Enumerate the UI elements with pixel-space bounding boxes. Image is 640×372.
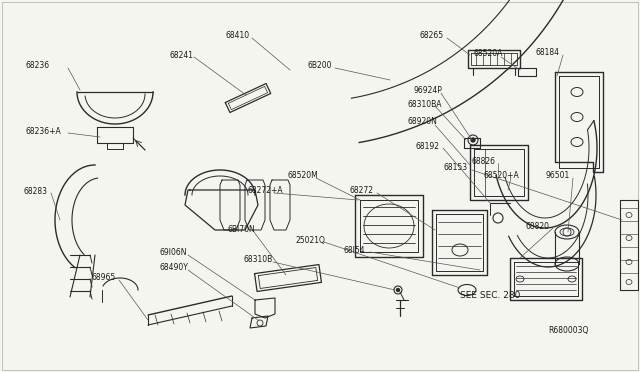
Text: 68520+A: 68520+A — [483, 170, 519, 180]
Text: 68490Y: 68490Y — [160, 263, 189, 273]
Text: 6BI70N: 6BI70N — [227, 224, 255, 234]
Text: 68236: 68236 — [26, 61, 50, 70]
Text: 68241: 68241 — [169, 51, 193, 60]
Text: 68826: 68826 — [471, 157, 495, 166]
Text: 68920N: 68920N — [408, 116, 438, 125]
Text: 96501: 96501 — [545, 170, 569, 180]
Text: 68I54: 68I54 — [343, 246, 365, 254]
Text: 68272: 68272 — [349, 186, 373, 195]
Text: 68283: 68283 — [24, 186, 48, 196]
Text: 68272+A: 68272+A — [247, 186, 283, 195]
Text: 68192: 68192 — [416, 141, 440, 151]
Circle shape — [471, 138, 475, 142]
Text: 68410: 68410 — [225, 31, 249, 39]
Text: 68265: 68265 — [420, 31, 444, 39]
Text: 68965: 68965 — [92, 273, 116, 282]
Text: 96924P: 96924P — [414, 86, 443, 94]
Text: 68520A: 68520A — [474, 48, 504, 58]
Text: 6B200: 6B200 — [307, 61, 332, 70]
Text: 68820: 68820 — [525, 221, 549, 231]
Text: 25021Q: 25021Q — [296, 235, 326, 244]
Text: 68310BA: 68310BA — [408, 99, 442, 109]
Text: 68520M: 68520M — [288, 170, 319, 180]
Text: 69I06N: 69I06N — [160, 247, 188, 257]
Text: 68153: 68153 — [444, 163, 468, 171]
Text: 68310B: 68310B — [244, 256, 273, 264]
Text: 68236+A: 68236+A — [26, 126, 61, 135]
Text: R680003Q: R680003Q — [548, 326, 588, 334]
Circle shape — [397, 289, 399, 292]
Text: SEE SEC. 280: SEE SEC. 280 — [460, 291, 520, 299]
Text: 68184: 68184 — [535, 48, 559, 57]
